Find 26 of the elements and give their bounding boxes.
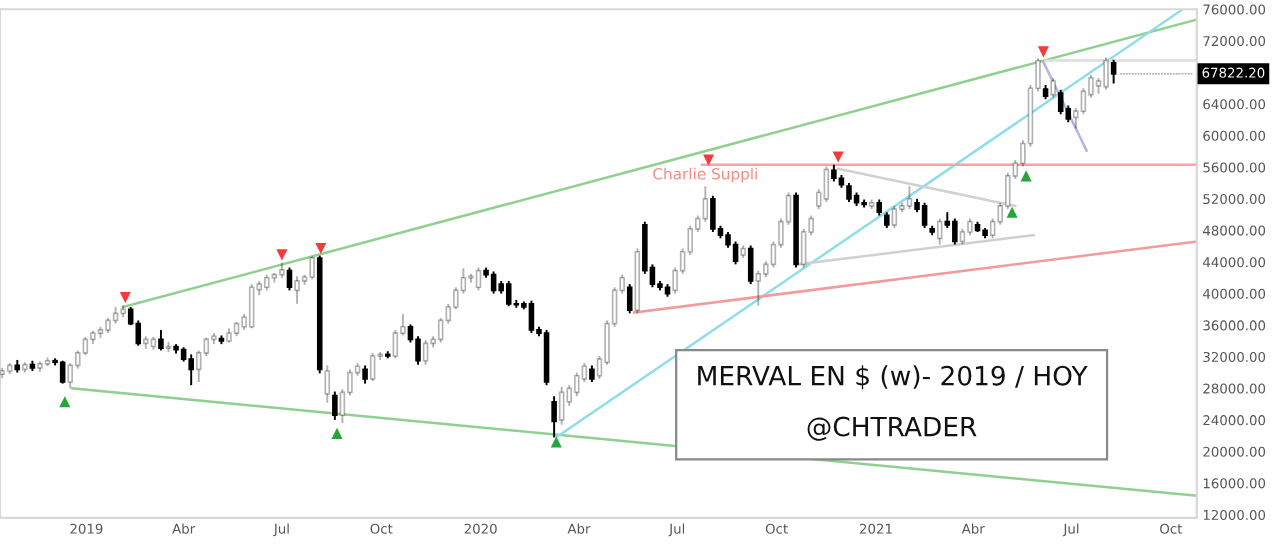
point — [1037, 46, 1049, 58]
candlestick — [286, 266, 293, 292]
candlestick — [505, 279, 512, 308]
point — [550, 436, 562, 448]
candlestick — [188, 353, 194, 387]
point — [1006, 206, 1018, 218]
point — [119, 291, 131, 304]
candlestick — [846, 182, 852, 203]
candlestick — [528, 299, 535, 335]
annotation: @CHTRADER — [807, 416, 977, 441]
point — [315, 243, 327, 255]
candlestick — [732, 240, 739, 266]
point — [276, 249, 288, 261]
candlestick — [490, 270, 497, 295]
candlestick — [1057, 88, 1064, 116]
candlestick — [158, 328, 164, 352]
point — [832, 151, 844, 163]
candlestick — [332, 390, 338, 421]
candlestick — [747, 244, 754, 286]
candlestick — [710, 194, 716, 233]
point — [703, 154, 715, 166]
candlestick — [921, 201, 928, 229]
annotation: MERVAL EN $ (w)- 2019 / HOY — [698, 365, 1088, 390]
candlestick — [1110, 58, 1117, 85]
candlestick — [952, 217, 958, 246]
point — [331, 427, 343, 439]
